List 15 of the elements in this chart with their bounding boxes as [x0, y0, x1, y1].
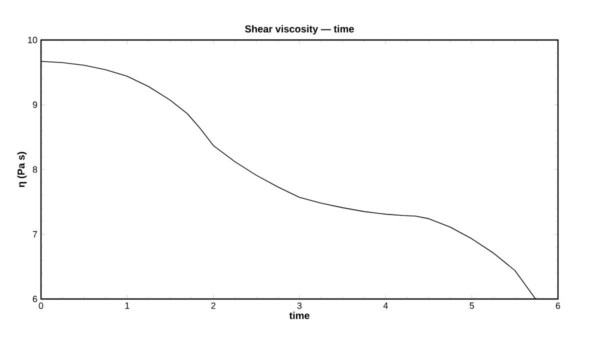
- y-tick-label: 6: [32, 296, 38, 302]
- x-tick-label: 6: [556, 302, 560, 309]
- y-axis-title: η (Pa s): [17, 152, 27, 188]
- x-tick-label: 1: [125, 302, 130, 309]
- y-tick-label: 10: [28, 36, 38, 44]
- x-tick-label: 4: [383, 302, 388, 309]
- y-tick-label: 8: [32, 166, 38, 173]
- y-tick-label: 7: [32, 231, 38, 238]
- x-tick-label: 3: [297, 302, 302, 309]
- x-tick-label: 0: [38, 302, 44, 309]
- x-tick-label: 2: [211, 302, 216, 309]
- x-tick-label: 5: [470, 302, 474, 309]
- y-tick-label: 9: [32, 102, 38, 108]
- chart-title: Shear viscosity — time: [245, 25, 354, 34]
- x-axis-title: time: [289, 312, 310, 320]
